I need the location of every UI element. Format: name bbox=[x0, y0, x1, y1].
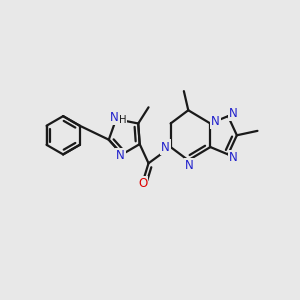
Text: H: H bbox=[119, 115, 126, 125]
Text: N: N bbox=[229, 107, 238, 120]
Text: N: N bbox=[185, 159, 194, 172]
Text: N: N bbox=[110, 111, 118, 124]
Text: O: O bbox=[138, 177, 147, 190]
Text: N: N bbox=[116, 149, 125, 162]
Text: N: N bbox=[229, 151, 238, 164]
Text: N: N bbox=[211, 115, 220, 128]
Text: N: N bbox=[161, 141, 170, 154]
